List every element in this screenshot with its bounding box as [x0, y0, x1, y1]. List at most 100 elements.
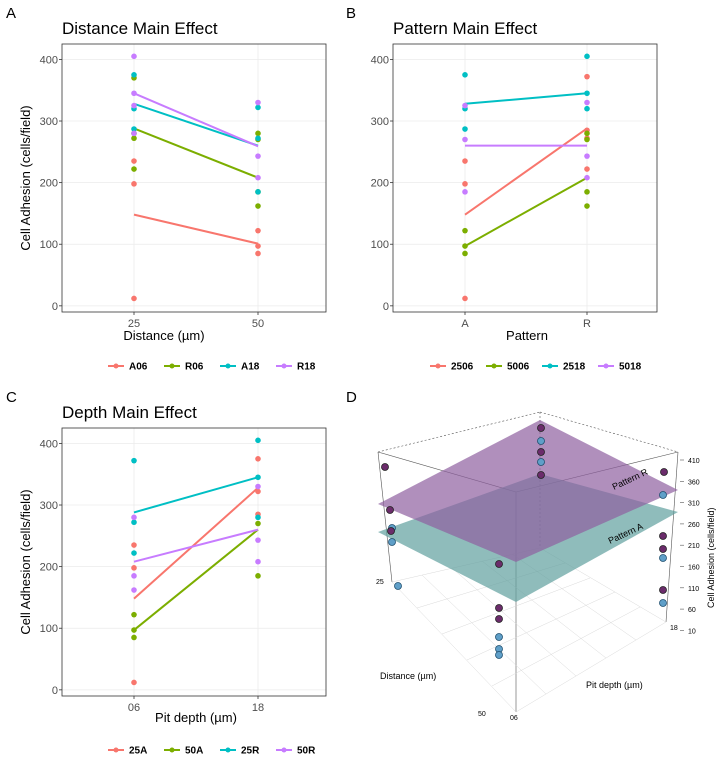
series-line-50A [133, 528, 259, 631]
data-point-2506 [584, 73, 590, 80]
data-point-50R [255, 483, 261, 490]
data-point-25A [131, 542, 137, 548]
z-tick-label: 360 [688, 479, 700, 486]
data-point-2506 [584, 166, 590, 172]
z-tick-label: 310 [688, 501, 700, 508]
data-point-A06 [255, 227, 261, 234]
pattern-a-point [495, 651, 503, 659]
data-point-5006 [462, 227, 468, 234]
data-point-50R [255, 558, 261, 565]
data-point-25R [131, 519, 137, 526]
pattern-r-point [537, 471, 545, 479]
data-point-R18 [131, 53, 137, 60]
z-tick-label: 110 [688, 586, 699, 593]
panel-d-floor-grid [391, 547, 667, 713]
x-tick-label: R [583, 318, 591, 330]
data-point-5018 [584, 99, 590, 106]
data-point-A06 [255, 243, 261, 249]
series-line-R06 [133, 127, 259, 179]
y-tick-label: 400 [371, 54, 389, 66]
data-point-2518 [462, 72, 468, 78]
pattern-a-point [388, 538, 396, 546]
y-tick-label: 400 [40, 438, 58, 450]
pattern-r-point [495, 615, 503, 623]
data-point-5018 [462, 189, 468, 195]
data-point-R18 [131, 90, 137, 97]
panel-a-y-axis-title: Cell Adhesion (cells/field) [18, 105, 33, 250]
data-point-2518 [584, 105, 590, 112]
data-point-25R [255, 437, 261, 444]
z-tick-label: 60 [688, 607, 696, 614]
legend-key-point [113, 363, 119, 369]
legend-label-25R: 25R [241, 746, 260, 757]
data-point-25A [255, 456, 261, 462]
data-point-5018 [462, 102, 468, 109]
data-point-2518 [584, 53, 590, 60]
y-tick-label: 100 [371, 239, 389, 251]
data-point-A06 [131, 158, 137, 164]
panel-letter-b: B [346, 5, 356, 22]
legend-label-R18: R18 [297, 362, 316, 373]
legend-key-point [169, 363, 175, 369]
data-point-5006 [584, 189, 590, 195]
z-tick-label: 210 [688, 543, 700, 550]
x-tick-label: 25 [128, 318, 140, 330]
depth-tick-18: 18 [670, 625, 678, 632]
panel-d-points [381, 424, 668, 659]
pattern-r-point [495, 604, 503, 612]
z-tick-label: 160 [688, 565, 700, 572]
legend-key-point [169, 747, 175, 753]
x-tick-label: 18 [252, 702, 264, 714]
panel-a-x-axis-title: Distance (µm) [123, 328, 204, 343]
legend-label-25A: 25A [129, 746, 147, 757]
data-point-25R [131, 457, 137, 464]
pattern-a-point [394, 582, 402, 590]
y-tick-label: 300 [371, 116, 389, 128]
panel-c-title: Depth Main Effect [62, 403, 197, 422]
panel-d-depth-label: Pit depth (µm) [586, 680, 643, 690]
panel-c-depth-main-effect: C Depth Main Effect Pit depth (µm) Cell … [6, 389, 327, 757]
y-tick-label: 100 [40, 623, 58, 635]
data-point-5018 [584, 174, 590, 181]
panel-b-pattern-main-effect: B Pattern Main Effect Pattern 2506 5006 25… [346, 5, 658, 373]
z-tick-label: 410 [688, 458, 700, 465]
pattern-a-point [659, 554, 667, 562]
panel-a-distance-main-effect: A Distance Main Effect Distance (µm) Cel… [6, 5, 327, 373]
pattern-r-point [659, 532, 667, 540]
data-point-R06 [255, 203, 261, 209]
z-tick-label: 10 [688, 628, 696, 635]
legend-label-50R: 50R [297, 746, 316, 757]
pattern-r-point [537, 448, 545, 456]
panel-a-title: Distance Main Effect [62, 19, 218, 38]
legend-key-point [603, 363, 609, 369]
data-point-5006 [584, 130, 590, 137]
data-point-A06 [255, 250, 261, 257]
y-tick-label: 300 [40, 500, 58, 512]
z-tick-label: 260 [688, 522, 700, 529]
legend-key-point [435, 363, 441, 369]
distance-tick-50: 50 [478, 711, 486, 718]
y-tick-label: 200 [40, 562, 58, 574]
pattern-r-point [387, 527, 395, 535]
panel-d-3d-surface: D Pattern R [346, 389, 716, 722]
data-point-25R [255, 514, 261, 521]
series-line-2506 [464, 127, 588, 216]
series-line-50R [133, 528, 259, 563]
data-point-R06 [255, 130, 261, 137]
panel-b-legend: 2506 5006 2518 5018 [430, 362, 642, 373]
data-point-50A [255, 520, 261, 527]
pattern-r-point [659, 586, 667, 594]
data-point-R18 [131, 130, 137, 137]
panel-b-x-axis-title: Pattern [506, 328, 548, 343]
panel-a-legend: A06 R06 A18 R18 [108, 362, 316, 373]
data-point-R18 [131, 102, 137, 109]
panel-d-z-ticks: 410 360 310 260 210 160 110 60 10 [680, 458, 700, 635]
x-tick-label: 06 [128, 702, 140, 714]
data-point-5006 [584, 203, 590, 209]
legend-key-point [225, 363, 231, 369]
data-point-5006 [462, 243, 468, 249]
panel-a-plot-frame [61, 43, 327, 313]
legend-key-point [225, 747, 231, 753]
legend-label-2518: 2518 [563, 362, 586, 373]
